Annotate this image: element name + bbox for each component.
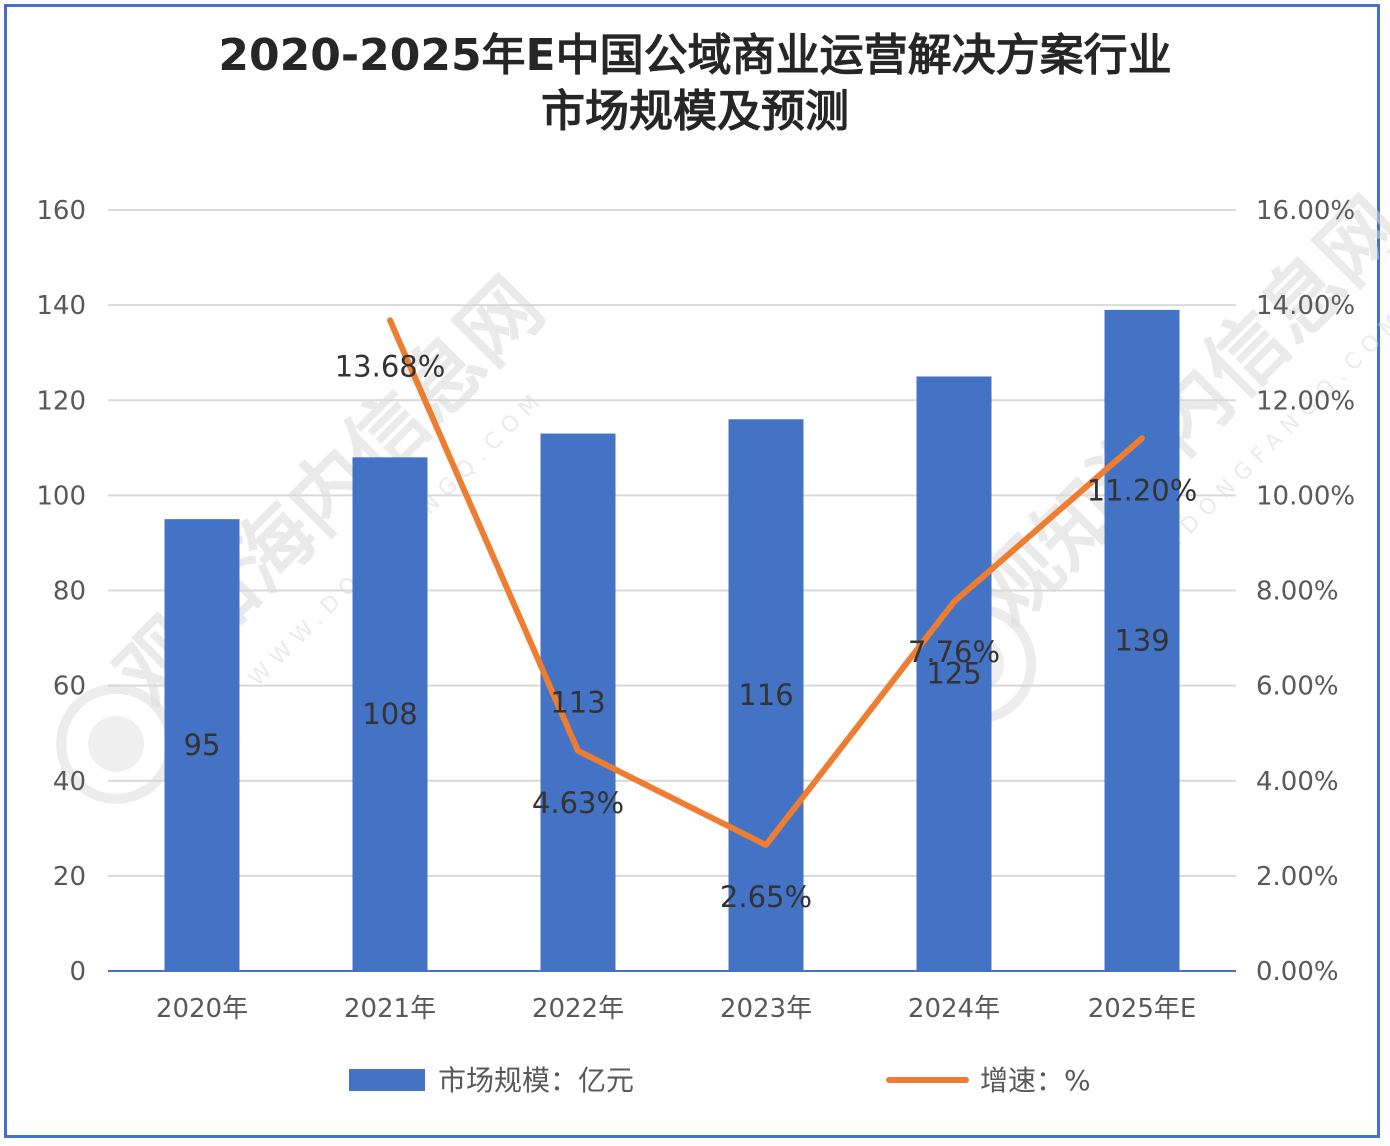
y-left-tick-label: 120: [36, 386, 86, 416]
chart-title-line2: 市场规模及预测: [541, 86, 849, 137]
line-data-label: 7.76%: [908, 635, 1000, 669]
watermark-logo-dot: [88, 715, 145, 772]
bar-data-label: 108: [362, 697, 417, 731]
y-right-tick-label: 0.00%: [1256, 957, 1339, 987]
bar: [352, 457, 428, 971]
bar: [540, 433, 616, 971]
y-right-tick-label: 6.00%: [1256, 672, 1339, 702]
y-right-tick-label: 14.00%: [1256, 291, 1355, 321]
y-right-tick-label: 2.00%: [1256, 862, 1339, 892]
y-left-tick-label: 60: [53, 672, 86, 702]
watermark-logo-ring: [56, 683, 177, 804]
data-labels: 95 108 113 116 125 139 13.68% 4.63% 2.65% 7.76% 11…: [184, 349, 1198, 914]
line-series: [387, 317, 1145, 848]
bar-data-label: 116: [738, 678, 793, 712]
gridlines: [108, 209, 1236, 877]
bar: [916, 376, 992, 971]
bar-data-label: 95: [184, 728, 221, 762]
x-tick-label: 2020年: [156, 994, 248, 1024]
x-tick-label: 2021年: [344, 994, 436, 1024]
bar-data-label: 125: [926, 657, 981, 691]
y-left-tick-label: 100: [36, 481, 86, 511]
x-tick-label: 2025年E: [1088, 994, 1197, 1024]
y-right-tick-label: 8.00%: [1256, 577, 1339, 607]
line-data-label: 13.68%: [335, 349, 446, 383]
bar-data-label: 113: [550, 685, 605, 719]
bar-series: [164, 309, 1180, 972]
y-right-tick-label: 16.00%: [1256, 196, 1355, 226]
x-tick-label: 2022年: [532, 994, 624, 1024]
y-left-tick-label: 160: [36, 196, 86, 226]
x-tick-label: 2024年: [908, 994, 1000, 1024]
legend-bar-label: 市场规模：亿元: [438, 1064, 634, 1097]
line-data-label: 11.20%: [1087, 473, 1198, 507]
y-left-tick-label: 40: [53, 767, 86, 797]
legend-bar-swatch: [349, 1069, 425, 1091]
legend-line-label: 增速：%: [980, 1064, 1091, 1097]
legend: 市场规模：亿元 增速：%: [349, 1064, 1091, 1097]
y-left-tick-label: 20: [53, 862, 86, 892]
y-right-tick-label: 4.00%: [1256, 767, 1339, 797]
y-left-tick-label: 140: [36, 291, 86, 321]
line-data-label: 4.63%: [532, 786, 624, 820]
bar: [164, 519, 240, 971]
y-right-tick-label: 12.00%: [1256, 386, 1355, 416]
bar-data-label: 139: [1114, 623, 1169, 657]
line-data-label: 2.65%: [720, 880, 812, 914]
y-right-tick-label: 10.00%: [1256, 481, 1355, 511]
axes: 0 20 40 60 80 100 120 140 160 0.00% 2.00% 4.00% 6.00…: [36, 196, 1355, 1024]
y-left-tick-label: 0: [69, 957, 86, 987]
x-tick-label: 2023年: [720, 994, 812, 1024]
chart-title: 2020-2025年E中国公域商业运营解决方案行业 市场规模及预测: [0, 28, 1390, 140]
bar: [1104, 309, 1180, 972]
bar: [728, 419, 804, 971]
chart-title-line1: 2020-2025年E中国公域商业运营解决方案行业: [218, 30, 1172, 81]
y-left-tick-label: 80: [53, 577, 86, 607]
